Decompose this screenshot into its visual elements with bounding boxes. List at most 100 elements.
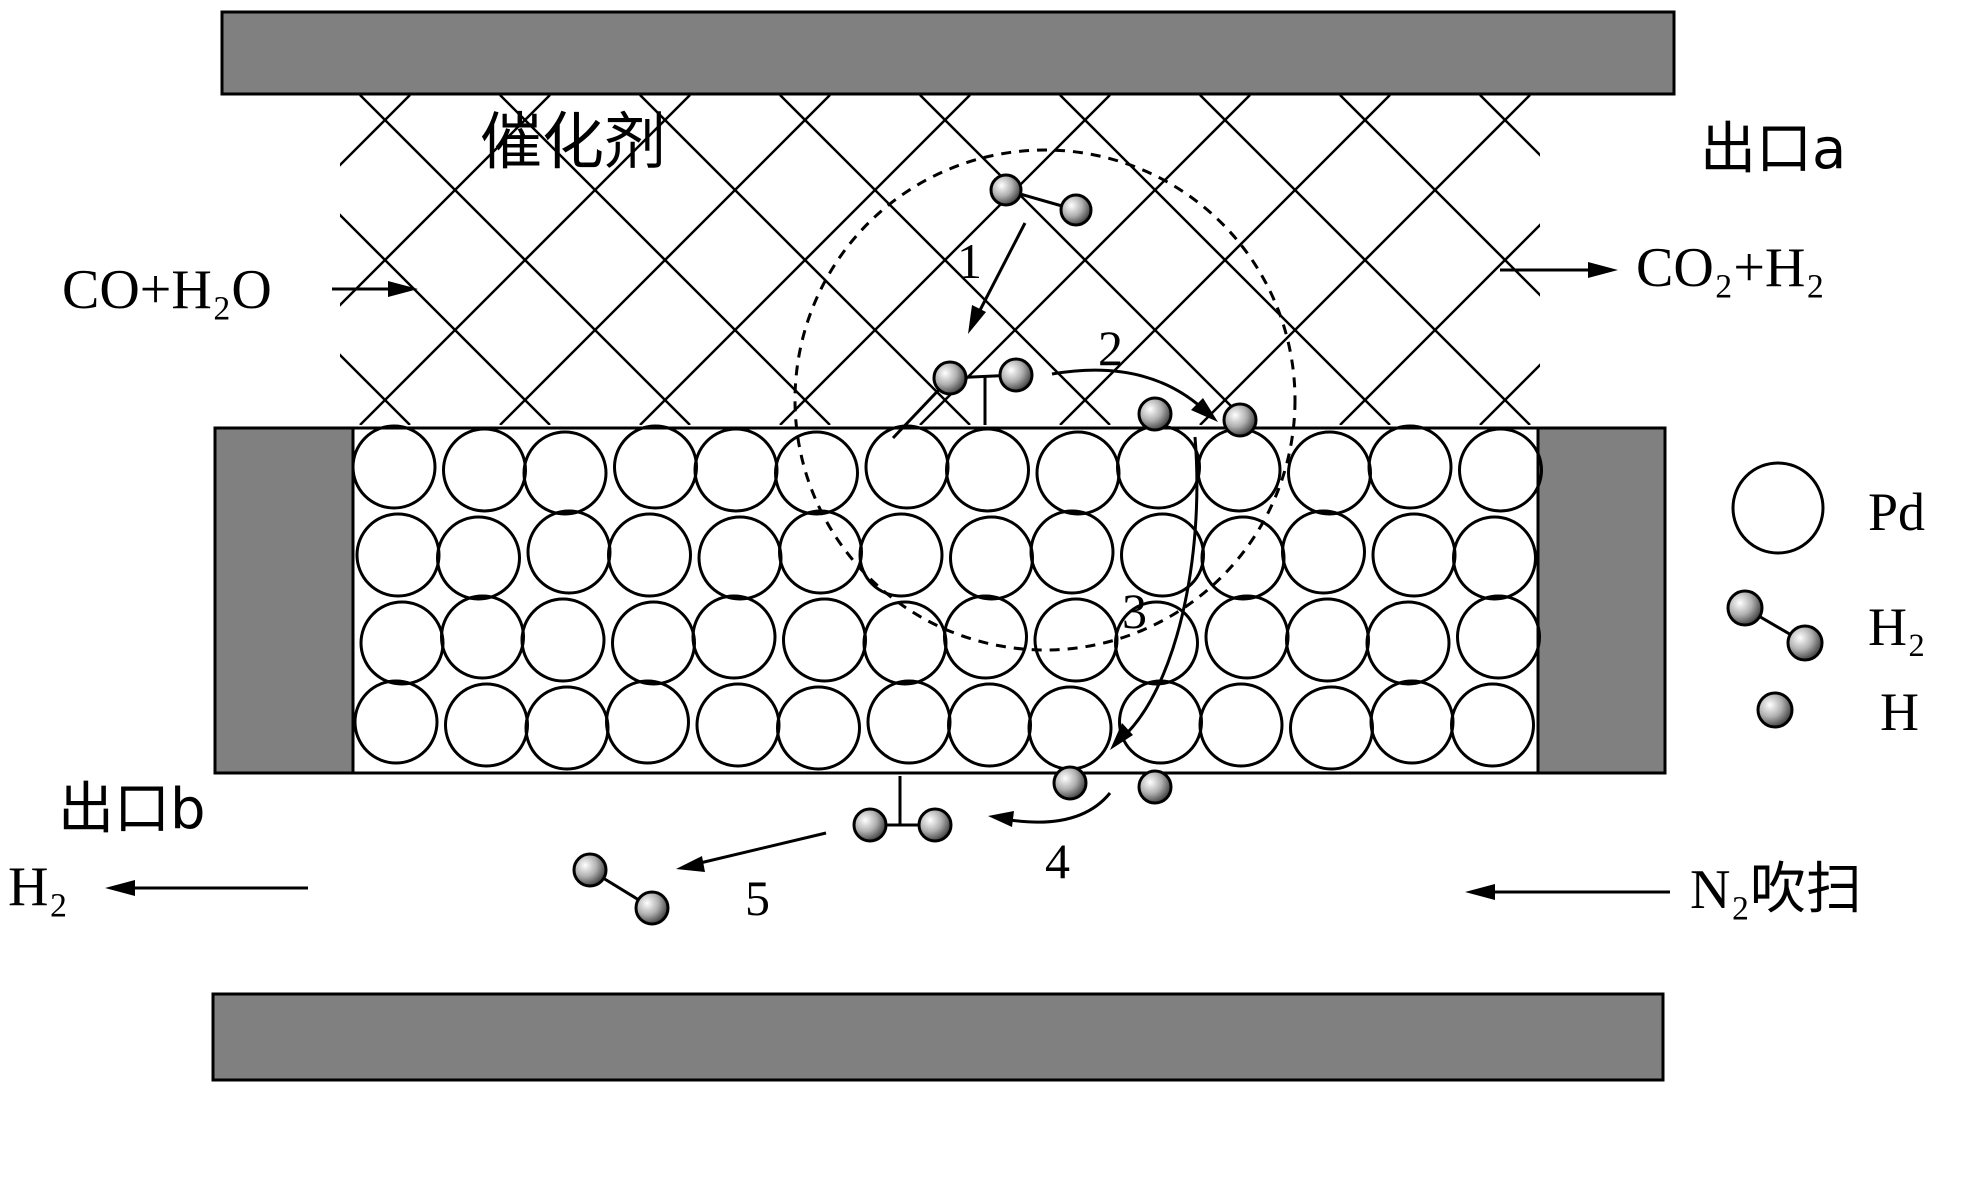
outlet-a-product-label: CO₂+H₂ (1636, 237, 1825, 299)
outlet-a-label: 出口a (1700, 117, 1846, 182)
outlet-a-arrow (1500, 262, 1618, 278)
pd-atom (1285, 597, 1370, 683)
step-2-label: 2 (1098, 320, 1123, 376)
h2-molecule-approach (989, 173, 1093, 227)
legend-pd-symbol (1731, 461, 1825, 555)
catalyst-hatch-line (1479, 363, 1540, 425)
step-4-label: 4 (1045, 833, 1070, 889)
inlet-arrow (332, 281, 418, 297)
pd-atom (693, 427, 779, 513)
pd-atom (605, 679, 690, 765)
step-5-arrow (676, 831, 827, 872)
pd-atom (1198, 682, 1284, 768)
top-wall (220, 10, 1676, 96)
pd-atom (1367, 424, 1453, 510)
legend-h-symbol (1756, 691, 1794, 729)
pd-atom (1458, 427, 1543, 513)
pd-atom (774, 430, 859, 516)
step-2-arrow (1051, 368, 1218, 422)
step-5-label: 5 (745, 870, 770, 926)
pd-atom (943, 594, 1028, 680)
flow-arrows (105, 262, 1670, 900)
pd-atom (611, 600, 696, 686)
pd-atom (697, 515, 783, 601)
h-atoms-permeated (1052, 765, 1173, 805)
catalyst-hatch-line (1479, 95, 1540, 157)
catalyst-hatch-line (1339, 95, 1540, 297)
pd-atom (1027, 685, 1113, 771)
pd-atom (1281, 509, 1366, 595)
pd-atom (353, 679, 439, 765)
pd-atom (1035, 430, 1121, 516)
pd-atom (1452, 515, 1537, 601)
mechanism-arrows (676, 222, 1218, 872)
pd-atom (522, 430, 608, 516)
pd-atom (691, 594, 777, 680)
pd-atom (778, 509, 863, 595)
pd-atom (866, 679, 952, 765)
pd-atom (613, 424, 698, 510)
catalyst-hatch-line (340, 95, 411, 167)
outlet-b-product-label: H₂ (8, 856, 68, 918)
step-3-label: 3 (1122, 583, 1147, 639)
h2-molecule-released (572, 852, 670, 926)
catalyst-hatch-line (1900, 95, 1986, 425)
catalyst-label: 催化剂 (480, 105, 666, 178)
pd-atom (1118, 679, 1203, 765)
catalyst-hatch-line (639, 95, 971, 425)
pd-atom (1456, 594, 1541, 680)
catalyst-hatch-line (340, 353, 411, 425)
pd-atom (444, 682, 529, 768)
n2-sweep-arrow (1465, 884, 1670, 900)
pd-atom (351, 424, 437, 510)
h2-molecule-recombined (852, 776, 953, 843)
n2-sweep-label: N₂吹扫 (1690, 859, 1862, 921)
pd-atom (949, 515, 1034, 601)
pd-atom (1369, 679, 1455, 765)
pd-atom (782, 597, 867, 683)
pd-atom (1289, 685, 1374, 771)
pd-membrane-atoms (351, 424, 1543, 771)
hydrogen-species (572, 173, 1258, 926)
h2-molecule-adsorbed (891, 357, 1034, 440)
legend: Pd H₂ H (1726, 461, 1926, 742)
legend-h2-label: H₂ (1868, 597, 1926, 657)
catalyst-hatch-line (1900, 95, 1986, 425)
pd-atom (1196, 427, 1282, 513)
catalyst-hatch-line (359, 95, 691, 425)
reaction-zone-circle (793, 148, 1297, 652)
pd-atom (359, 600, 445, 686)
outlet-b-label: 出口b (58, 777, 206, 842)
catalyst-hatch-line (779, 95, 1111, 425)
step-4-arrow (988, 792, 1112, 827)
pd-atom (1114, 600, 1199, 686)
pd-atom (440, 594, 525, 680)
catalyst-hatch-line (1199, 95, 1531, 425)
pd-atom (947, 682, 1032, 768)
pd-atom (862, 600, 948, 686)
step-1-arrow (968, 222, 1027, 334)
legend-pd-label: Pd (1868, 482, 1925, 542)
left-seal-block (213, 426, 355, 775)
pd-atom (1033, 597, 1119, 683)
step-3-arrow (1110, 436, 1199, 750)
pd-atom (1365, 600, 1451, 686)
right-seal-block (1536, 426, 1667, 775)
pd-atom (864, 424, 950, 510)
pd-atom (1287, 430, 1372, 516)
pd-atom (524, 685, 610, 771)
legend-h-label: H (1880, 682, 1919, 742)
pd-atom (776, 685, 861, 771)
pd-atom (1200, 515, 1286, 601)
pd-atom (695, 682, 781, 768)
legend-h2-symbol (1726, 589, 1824, 662)
pd-atom (1450, 682, 1535, 768)
pd-atom (1371, 512, 1457, 598)
catalyst-hatch (340, 95, 1986, 425)
pd-atom (520, 597, 606, 683)
step-1-label: 1 (957, 233, 982, 289)
pd-atom (355, 512, 441, 598)
catalyst-hatch-line (919, 95, 1251, 425)
pd-atom (1029, 509, 1115, 595)
